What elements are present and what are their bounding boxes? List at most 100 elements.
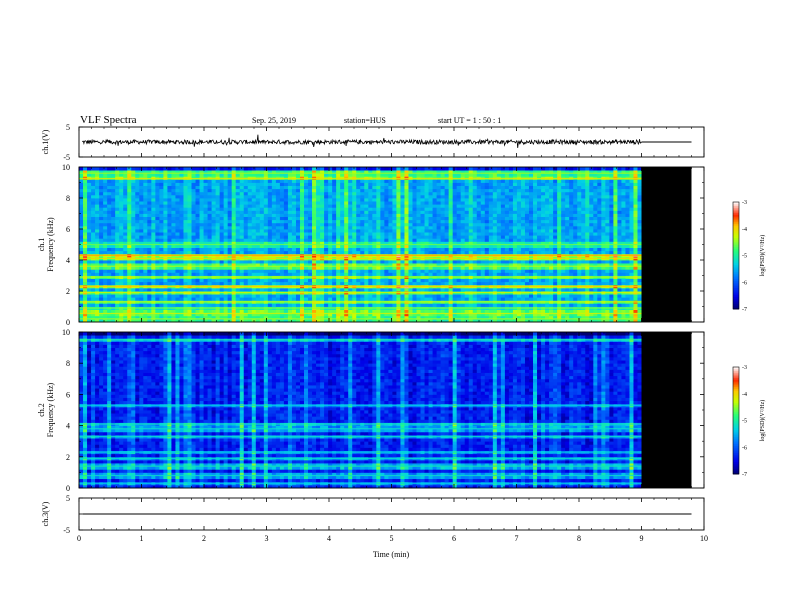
spectrogram-cell: [147, 225, 152, 230]
spectrogram-cell: [95, 244, 100, 248]
spectrogram-cell: [545, 318, 550, 323]
spectrogram-cell: [159, 281, 164, 286]
spectrogram-cell: [191, 303, 196, 307]
spectrogram-cell: [155, 260, 160, 264]
spectrogram-cell: [384, 213, 389, 217]
spectrogram-cell: [637, 235, 642, 239]
spectrogram-cell: [135, 269, 140, 273]
spectrogram-cell: [561, 315, 566, 320]
spectrogram-cell: [585, 263, 590, 267]
spectrogram-cell: [408, 238, 413, 242]
spectrogram-cell: [147, 287, 152, 292]
spectrogram-cell: [79, 247, 84, 252]
spectrogram-cell: [533, 281, 538, 286]
spectrogram-cell: [291, 241, 297, 245]
spectrogram-cell: [199, 232, 204, 236]
spectrogram-cell: [376, 269, 381, 273]
spectrogram-cell: [613, 229, 618, 233]
spectrogram-cell: [139, 229, 144, 233]
spectrogram-cell: [187, 247, 192, 252]
spectrogram-cell: [107, 281, 112, 286]
spectrogram-cell: [95, 247, 100, 252]
spectrogram-cell: [295, 229, 301, 233]
spectrogram-cell: [211, 213, 217, 217]
spectrogram-cell: [500, 222, 506, 227]
spectrogram-cell: [191, 260, 196, 264]
spectrogram-cell: [384, 263, 389, 267]
spectrogram-cell: [396, 247, 401, 252]
spectrogram-cell: [593, 225, 598, 230]
spectrogram-cell: [131, 250, 136, 255]
spectrogram-cell: [344, 250, 349, 255]
spectrogram-cell: [312, 232, 317, 236]
spectrogram-cell: [203, 266, 208, 270]
spectrogram-cell: [340, 260, 345, 264]
spectrogram-cell: [416, 235, 421, 239]
spectrogram-cell: [344, 216, 349, 221]
spectrogram-cell: [565, 235, 570, 239]
spectrogram-cell: [404, 281, 409, 286]
spectrogram-cell: [167, 225, 172, 230]
spectrogram-cell: [151, 287, 156, 292]
spectrogram-cell: [259, 222, 265, 227]
spectrogram-cell: [444, 272, 450, 276]
spectrogram-cell: [348, 219, 353, 224]
spectrogram-cell: [219, 235, 225, 239]
spectrogram-cell: [127, 315, 132, 320]
spectrogram-cell: [163, 213, 168, 217]
spectrogram-cell: [464, 278, 470, 283]
spectrogram-cell: [380, 219, 385, 224]
spectrogram-cell: [464, 312, 470, 317]
spectrogram-cell: [484, 278, 490, 283]
spectrogram-cell: [384, 229, 389, 233]
spectrogram-cell: [227, 250, 233, 255]
spectrogram-cell: [524, 247, 530, 252]
spectrogram-cell: [95, 250, 100, 255]
spectrogram-cell: [384, 232, 389, 236]
spectrogram-cell: [227, 238, 233, 242]
spectrogram-cell: [263, 303, 269, 307]
spectrogram-cell: [565, 229, 570, 233]
spectrogram-cell: [488, 303, 494, 307]
spectrogram-cell: [203, 281, 208, 286]
spectrogram-cell: [107, 216, 112, 221]
spectrogram-cell: [320, 309, 325, 314]
spectrogram-cell: [103, 266, 108, 270]
spectrogram-cell: [79, 222, 84, 227]
spectrogram-cell: [384, 250, 389, 255]
spectrogram-cell: [488, 260, 494, 264]
spectrogram-cell: [565, 272, 570, 276]
spectrogram-cell: [151, 235, 156, 239]
spectrogram-cell: [372, 222, 377, 227]
spectrogram-cell: [533, 222, 538, 227]
spectrogram-cell: [99, 269, 104, 273]
spectrogram-cell: [613, 287, 618, 292]
spectrogram-cell: [139, 241, 144, 245]
spectrogram-cell: [251, 250, 257, 255]
spectrogram-cell: [520, 219, 526, 224]
spectrogram-cell: [573, 309, 578, 314]
spectrogram-cell: [324, 263, 329, 267]
spectrogram-cell: [295, 315, 301, 320]
spectrogram-cell: [163, 216, 168, 221]
spectrogram-cell: [512, 250, 518, 255]
spectrogram-cell: [95, 238, 100, 242]
spectrogram-cell: [95, 213, 100, 217]
spectrogram-cell: [95, 263, 100, 267]
spectrogram-cell: [601, 219, 606, 224]
spectrogram-cell: [231, 287, 237, 292]
spectrogram-cell: [432, 263, 437, 267]
spectrogram-cell: [569, 281, 574, 286]
spectrogram-cell: [283, 232, 289, 236]
spectrogram-cell: [267, 312, 273, 317]
spectrogram-cell: [147, 222, 152, 227]
spectrogram-cell: [533, 287, 538, 292]
spectrogram-cell: [231, 244, 237, 248]
spectrogram-cell: [508, 225, 514, 230]
spectrogram-cell: [488, 229, 494, 233]
spectrogram-cell: [460, 318, 466, 323]
spectrogram-cell: [179, 318, 184, 323]
spectrogram-cell: [127, 303, 132, 307]
spectrogram-cell: [356, 281, 361, 286]
spectrogram-cell: [352, 229, 357, 233]
